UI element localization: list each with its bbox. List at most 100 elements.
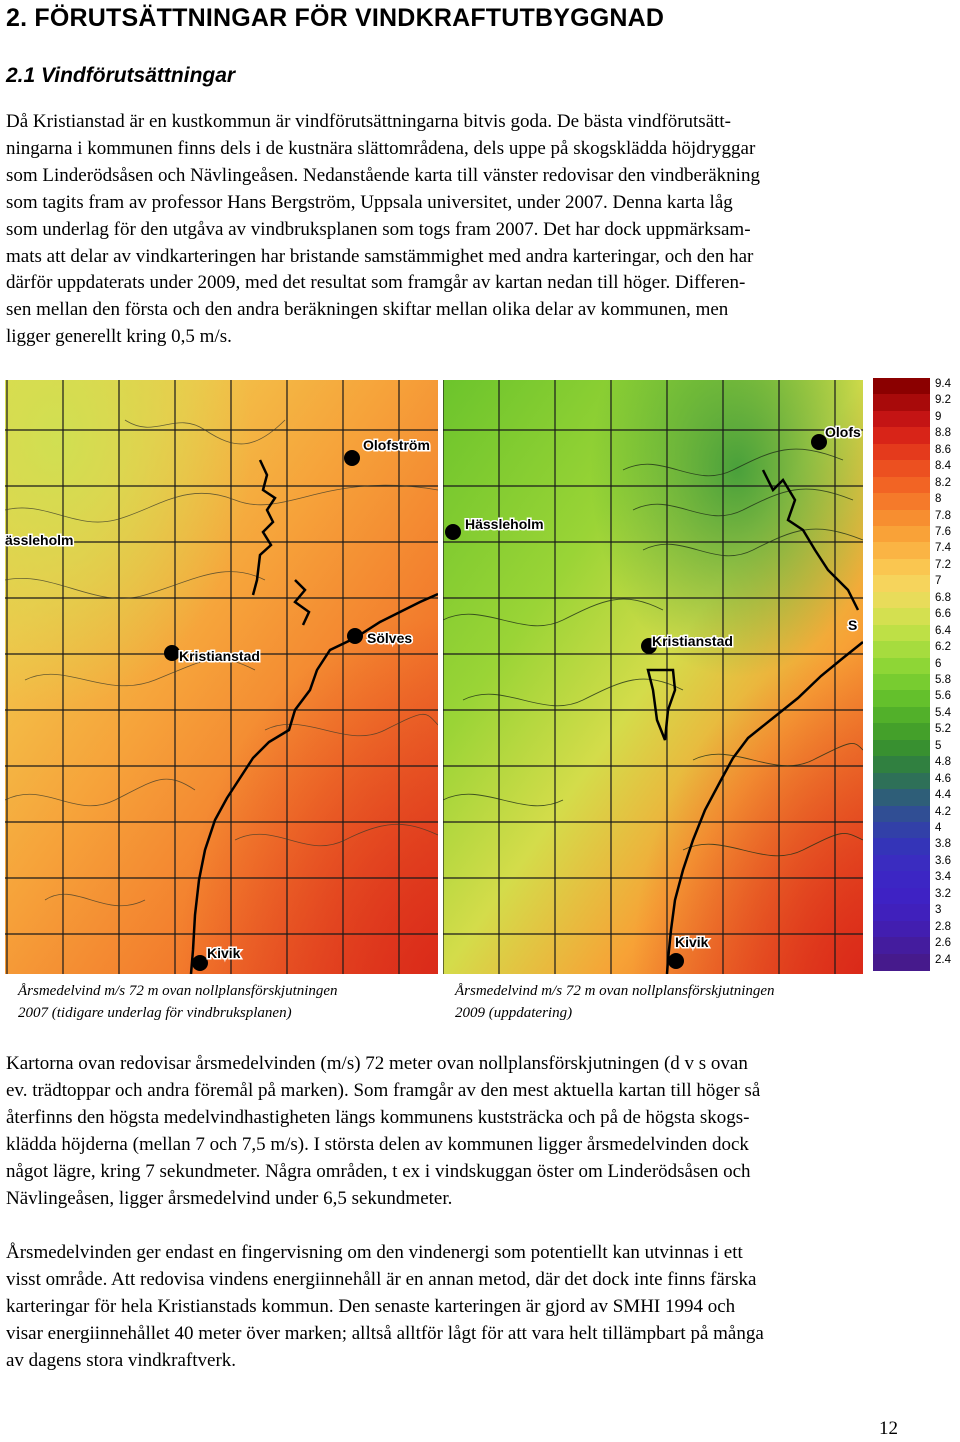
map-label: ässleholm [5, 532, 73, 548]
map-caption-2009: Årsmedelvind m/s 72 m ovan nollplansförs… [455, 980, 775, 1024]
map-label: Olofström [363, 437, 430, 453]
legend-swatch [873, 410, 930, 428]
town-dot-kivik [668, 953, 684, 969]
wind-speed-legend: 9.4 9.2 9 8.8 8.6 8.4 8.2 8 7.8 7.6 7.4 7.2 7 6.8 6.6 6… [873, 378, 959, 971]
text-line: ningarna i kommunen finns dels i de kust… [6, 137, 756, 159]
legend-swatch [873, 822, 930, 840]
legend-swatch [873, 674, 930, 692]
intro-paragraph: Då Kristianstad är en kustkommun är vind… [6, 109, 946, 351]
map-label: S [848, 617, 857, 633]
legend-value: 4.2 [935, 805, 951, 818]
legend-value: 5.4 [935, 706, 951, 719]
legend-swatch [873, 542, 930, 560]
map-label: Olofs [825, 424, 861, 440]
legend-value: 4.8 [935, 756, 951, 769]
map-label: Hässleholm [465, 516, 544, 532]
legend-swatch [873, 690, 930, 708]
coastline [646, 469, 863, 974]
legend-swatch [873, 937, 930, 955]
town-dot-olofstrom [811, 434, 827, 450]
legend-value: 7.2 [935, 558, 951, 571]
legend-swatch [873, 608, 930, 626]
legend-swatch [873, 509, 930, 527]
caption-line: Årsmedelvind m/s 72 m ovan nollplansförs… [455, 983, 775, 999]
legend-value: 7.6 [935, 526, 951, 538]
legend-swatch [873, 789, 930, 807]
legend-swatch [873, 706, 930, 724]
legend-value: 7.8 [935, 509, 951, 522]
map-caption-2007: Årsmedelvind m/s 72 m ovan nollplansförs… [18, 980, 338, 1024]
legend-value: 2.4 [935, 953, 951, 966]
legend-value: 8.4 [935, 460, 951, 473]
text-line: Kartorna ovan redovisar årsmedelvinden (… [6, 1053, 748, 1074]
legend-value: 6.2 [935, 641, 951, 654]
legend-swatch [873, 772, 930, 790]
legend-value: 8.2 [935, 476, 951, 489]
legend-swatch [873, 723, 930, 741]
legend-value: 6.8 [935, 591, 951, 604]
grid-lines [443, 380, 863, 974]
text-line: Då Kristianstad är en kustkommun är vind… [6, 111, 732, 132]
legend-swatch [873, 756, 930, 774]
town-dot-kivik [192, 955, 208, 971]
energy-paragraph: Årsmedelvinden ger endast en fingervisni… [6, 1240, 946, 1375]
legend-value: 4 [935, 822, 942, 834]
text-line: karteringar för hela Kristianstads kommu… [6, 1295, 736, 1317]
town-markers [164, 450, 363, 971]
legend-value: 5.2 [935, 723, 951, 736]
contour-lines [443, 448, 863, 857]
town-dot-kristianstad [641, 638, 657, 654]
legend-value: 3.8 [935, 838, 951, 851]
legend-value: 7.4 [935, 542, 951, 555]
text-line: återfinns den högsta medelvindhastighete… [6, 1106, 750, 1128]
legend-swatch [873, 805, 930, 823]
caption-line: 2007 (tidigare underlag för vindbrukspla… [18, 1005, 292, 1021]
maps-description-paragraph: Kartorna ovan redovisar årsmedelvinden (… [6, 1051, 946, 1212]
grid-lines [5, 380, 438, 974]
text-line: ev. trädtoppar och andra föremål på mark… [6, 1079, 761, 1101]
legend-swatch [873, 443, 930, 461]
legend-value: 3.2 [935, 887, 951, 900]
legend-swatch [873, 575, 930, 593]
legend-swatch [873, 476, 930, 494]
text-line: klädda höjderna (mellan 7 och 7,5 m/s). … [6, 1133, 749, 1155]
legend-swatch [873, 953, 930, 971]
text-line: av dagens stora vindkraftverk. [6, 1349, 237, 1371]
legend-swatch [873, 493, 930, 511]
map-label: Sölves [367, 630, 412, 646]
legend-value: 6 [935, 657, 942, 670]
legend-swatch [873, 657, 930, 675]
legend-value: 7 [935, 575, 942, 588]
subsection-heading: 2.1 Vindförutsättningar [6, 64, 236, 87]
town-dot-hassleholm [445, 524, 461, 540]
text-line: som underlag för den utgåva av vindbruks… [6, 218, 751, 240]
town-dot-solvesborg [347, 628, 363, 644]
legend-swatch [873, 871, 930, 889]
text-line: därför uppdaterats under 2009, med det r… [6, 272, 746, 294]
town-markers [445, 434, 827, 969]
legend-value: 4.4 [935, 789, 951, 802]
text-line: ligger generellt kring 0,5 m/s. [6, 326, 232, 348]
legend-value: 9.4 [935, 378, 951, 390]
coastline [189, 459, 438, 974]
legend-swatch [873, 558, 930, 576]
caption-line: Årsmedelvind m/s 72 m ovan nollplansförs… [18, 983, 338, 999]
legend-swatch [873, 904, 930, 922]
map-label: Kivik [675, 934, 709, 950]
legend-value: 8.8 [935, 427, 951, 440]
wind-map-2009: Olofs Hässleholm Kristianstad S Kivik [443, 380, 863, 974]
text-line: sen mellan den första och den andra berä… [6, 299, 729, 321]
legend-swatch [873, 838, 930, 856]
legend-value: 5.6 [935, 690, 951, 703]
legend-value: 9 [935, 410, 942, 423]
legend-swatch [873, 378, 930, 396]
map-label: Kristianstad [652, 633, 733, 649]
legend-swatch [873, 854, 930, 872]
legend-swatch [873, 641, 930, 659]
legend-swatch [873, 739, 930, 757]
caption-line: 2009 (uppdatering) [455, 1005, 573, 1021]
wind-map-2007: Olofström ässleholm Sölves Kristianstad … [5, 380, 438, 974]
legend-swatch [873, 624, 930, 642]
legend-swatch [873, 526, 930, 544]
text-line: Nävlingeåsen, ligger årsmedelvind under … [6, 1187, 453, 1209]
